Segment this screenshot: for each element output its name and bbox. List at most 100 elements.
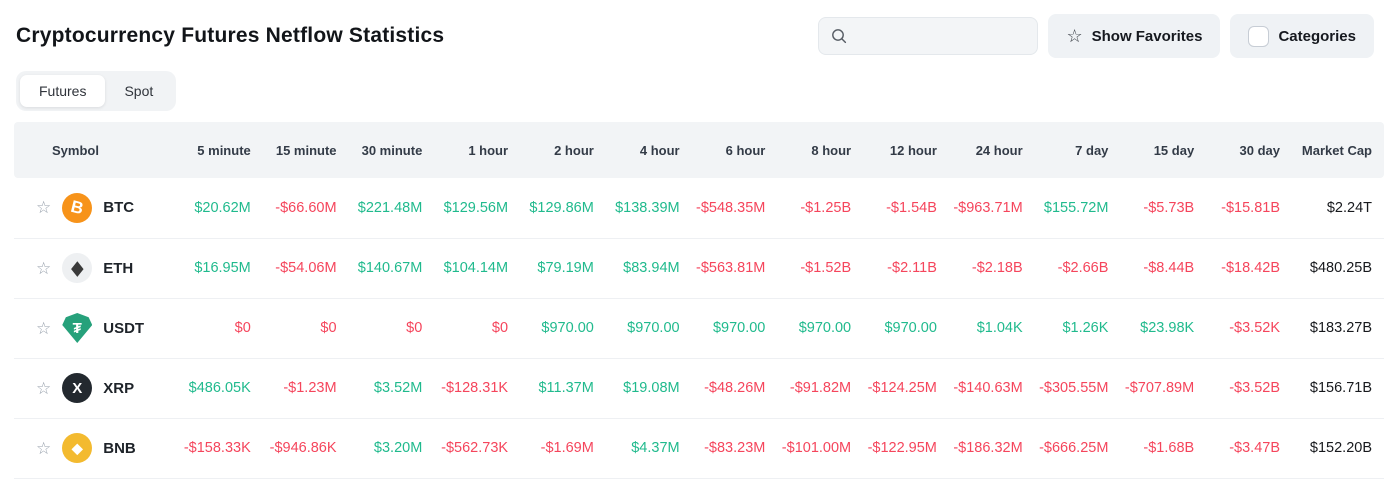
netflow-value-cell: -$140.63M xyxy=(950,358,1037,419)
netflow-value-cell: $20.62M xyxy=(179,178,265,239)
netflow-value-cell: -$563.81M xyxy=(693,238,780,299)
netflow-value-cell: -$83.23M xyxy=(693,418,780,479)
column-header-1-hour[interactable]: 1 hour xyxy=(436,122,523,178)
netflow-value-cell: -$128.31K xyxy=(436,358,523,419)
favorite-star-icon[interactable]: ☆ xyxy=(36,318,52,338)
column-header-15-day[interactable]: 15 day xyxy=(1122,122,1209,178)
column-header-symbol[interactable]: Symbol xyxy=(14,122,179,178)
tab-futures[interactable]: Futures xyxy=(20,75,106,107)
table-row-bnb[interactable]: ☆ ◆ BNB -$158.33K -$946.86K $3.20M -$562.73K -$… xyxy=(14,418,1384,479)
show-favorites-button[interactable]: ☆ Show Favorites xyxy=(1048,14,1221,58)
netflow-value-cell: -$3.52K xyxy=(1208,298,1294,359)
netflow-value-cell: $0 xyxy=(350,298,437,359)
netflow-value-cell: $970.00 xyxy=(865,298,951,359)
netflow-value-cell: -$562.73K xyxy=(436,418,523,479)
netflow-value-cell: -$15.81B xyxy=(1208,178,1294,239)
categories-checkbox[interactable] xyxy=(1248,25,1270,47)
market-cap-cell: $156.71B xyxy=(1294,358,1384,419)
symbol-cell: ☆ ₮ USDT xyxy=(14,298,179,359)
netflow-value-cell: $221.48M xyxy=(350,178,437,239)
netflow-value-cell: -$1.69M xyxy=(522,418,608,479)
favorites-star-icon: ☆ xyxy=(1066,26,1083,46)
netflow-value-cell: -$305.55M xyxy=(1036,358,1123,419)
show-favorites-label: Show Favorites xyxy=(1091,27,1203,45)
column-header-market-cap[interactable]: Market Cap xyxy=(1294,122,1384,178)
table-row-btc[interactable]: ☆ B BTC $20.62M -$66.60M $221.48M $129.56M $129… xyxy=(14,178,1384,239)
favorite-star-icon[interactable]: ☆ xyxy=(36,438,52,458)
netflow-value-cell: -$1.52B xyxy=(779,238,866,299)
netflow-value-cell: $1.04K xyxy=(950,298,1037,359)
netflow-value-cell: $140.67M xyxy=(350,238,437,299)
column-header-15-minute[interactable]: 15 minute xyxy=(264,122,351,178)
column-header-30-day[interactable]: 30 day xyxy=(1208,122,1294,178)
netflow-value-cell: $970.00 xyxy=(607,298,694,359)
column-header-12-hour[interactable]: 12 hour xyxy=(865,122,951,178)
symbol-cell: ☆ X XRP xyxy=(14,358,179,419)
netflow-value-cell: -$548.35M xyxy=(693,178,780,239)
netflow-value-cell: -$18.42B xyxy=(1208,238,1294,299)
netflow-value-cell: -$3.52B xyxy=(1208,358,1294,419)
table-row-usdt[interactable]: ☆ ₮ USDT $0 $0 $0 $0 $970.00 $970.00 $970.00 $970.… xyxy=(14,298,1384,359)
netflow-value-cell: -$1.25B xyxy=(779,178,866,239)
symbol-cell: ☆ ◆ BNB xyxy=(14,418,179,479)
netflow-value-cell: $3.20M xyxy=(350,418,437,479)
netflow-value-cell: $970.00 xyxy=(693,298,780,359)
netflow-value-cell: -$66.60M xyxy=(264,178,351,239)
column-header-2-hour[interactable]: 2 hour xyxy=(522,122,608,178)
market-cap-cell: $2.24T xyxy=(1294,178,1384,239)
netflow-value-cell: -$946.86K xyxy=(264,418,351,479)
netflow-value-cell: $129.86M xyxy=(522,178,608,239)
market-cap-cell: $183.27B xyxy=(1294,298,1384,359)
tab-spot[interactable]: Spot xyxy=(124,83,154,99)
netflow-value-cell: $23.98K xyxy=(1122,298,1209,359)
netflow-value-cell: -$1.68B xyxy=(1122,418,1209,479)
search-input[interactable] xyxy=(855,27,1026,45)
btc-coin-icon: B xyxy=(62,192,93,223)
netflow-value-cell: $0 xyxy=(264,298,351,359)
netflow-value-cell: -$2.11B xyxy=(865,238,951,299)
categories-button[interactable]: Categories xyxy=(1230,14,1374,58)
netflow-value-cell: -$963.71M xyxy=(950,178,1037,239)
netflow-value-cell: -$1.54B xyxy=(865,178,951,239)
column-header-4-hour[interactable]: 4 hour xyxy=(607,122,694,178)
netflow-value-cell: -$1.23M xyxy=(264,358,351,419)
netflow-value-cell: $155.72M xyxy=(1036,178,1123,239)
favorite-star-icon[interactable]: ☆ xyxy=(36,258,52,278)
netflow-value-cell: $0 xyxy=(179,298,265,359)
netflow-value-cell: $0 xyxy=(436,298,523,359)
netflow-table-wrapper: Symbol 5 minute 15 minute 30 minute 1 hour 2 … xyxy=(14,122,1384,479)
netflow-value-cell: -$666.25M xyxy=(1036,418,1123,479)
xrp-coin-icon: X xyxy=(62,373,93,403)
netflow-value-cell: $486.05K xyxy=(179,358,265,419)
netflow-value-cell: $83.94M xyxy=(607,238,694,299)
market-cap-cell: $480.25B xyxy=(1294,238,1384,299)
symbol-label: BNB xyxy=(103,439,136,457)
favorite-star-icon[interactable]: ☆ xyxy=(36,198,52,218)
symbol-label: USDT xyxy=(103,319,145,337)
column-header-6-hour[interactable]: 6 hour xyxy=(693,122,780,178)
favorite-star-icon[interactable]: ☆ xyxy=(36,378,52,398)
netflow-value-cell: -$91.82M xyxy=(779,358,866,419)
table-row-eth[interactable]: ☆ ◆ ETH $16.95M -$54.06M $140.67M $104.14M $79.… xyxy=(14,238,1384,299)
column-header-30-minute[interactable]: 30 minute xyxy=(350,122,437,178)
netflow-value-cell: -$2.66B xyxy=(1036,238,1123,299)
table-row-xrp[interactable]: ☆ X XRP $486.05K -$1.23M $3.52M -$128.31K $11.3… xyxy=(14,358,1384,419)
netflow-value-cell: -$8.44B xyxy=(1122,238,1209,299)
netflow-value-cell: -$3.47B xyxy=(1208,418,1294,479)
column-header-8-hour[interactable]: 8 hour xyxy=(779,122,866,178)
header-controls: ☆ Show Favorites Categories xyxy=(818,14,1374,58)
symbol-label: BTC xyxy=(103,199,135,217)
netflow-value-cell: $11.37M xyxy=(522,358,608,419)
netflow-value-cell: -$54.06M xyxy=(264,238,351,299)
netflow-value-cell: -$5.73B xyxy=(1122,178,1209,239)
column-header-24-hour[interactable]: 24 hour xyxy=(950,122,1037,178)
netflow-value-cell: $129.56M xyxy=(436,178,523,239)
netflow-value-cell: $3.52M xyxy=(350,358,437,419)
column-header-5-minute[interactable]: 5 minute xyxy=(179,122,265,178)
netflow-value-cell: $104.14M xyxy=(436,238,523,299)
bnb-coin-icon: ◆ xyxy=(62,433,93,463)
search-box[interactable] xyxy=(818,17,1039,55)
column-header-7-day[interactable]: 7 day xyxy=(1036,122,1123,178)
symbol-cell: ☆ ◆ ETH xyxy=(14,238,179,299)
market-cap-cell: $152.20B xyxy=(1294,418,1384,479)
